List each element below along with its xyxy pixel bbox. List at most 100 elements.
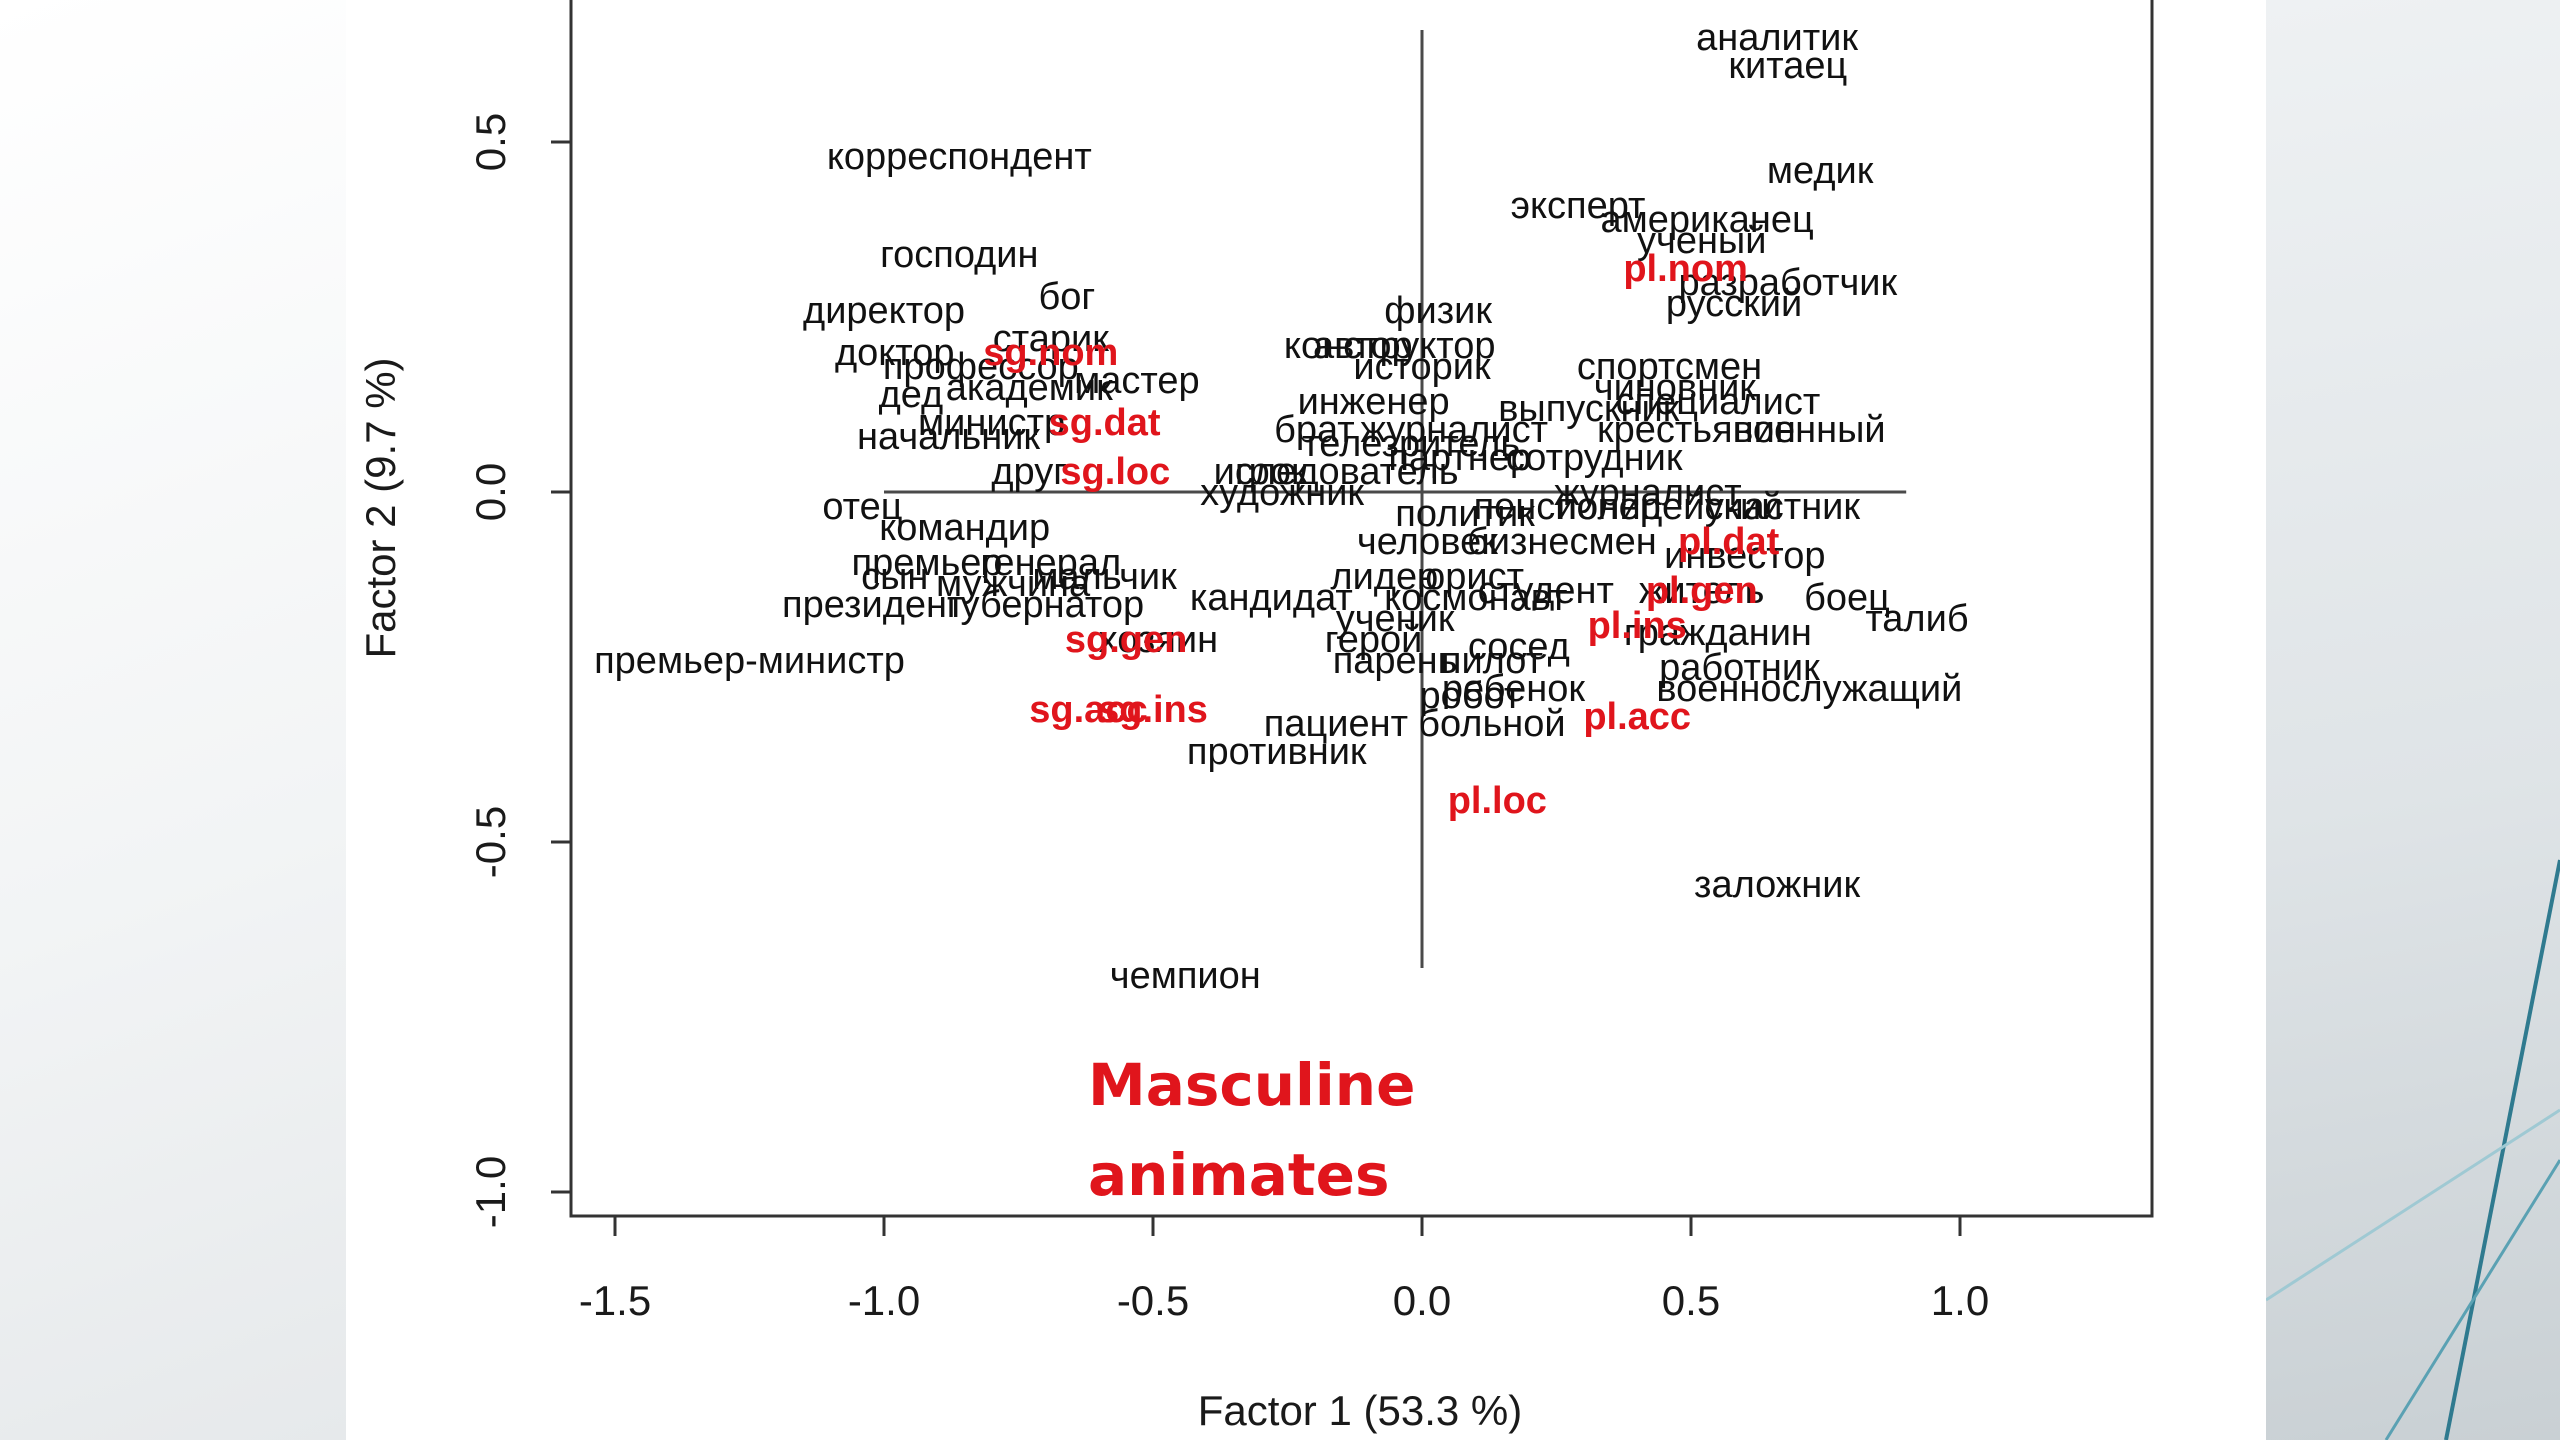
word-point-label: дед (879, 374, 944, 416)
word-point-label: историк (1353, 346, 1491, 388)
word-point-label: инженер (1298, 381, 1450, 423)
word-point-label: президент (782, 584, 964, 626)
word-point-label: автор (1313, 325, 1413, 367)
word-point-label: игрок (1214, 451, 1308, 493)
y-tick-label: -0.5 (467, 806, 514, 878)
case-point-label: pl.ins (1588, 605, 1687, 647)
x-tick-label: 1.0 (1931, 1277, 1989, 1324)
word-point-label: ученый (1637, 220, 1766, 262)
word-point-label: юрист (1417, 556, 1524, 598)
word-point-label: больной (1418, 703, 1565, 745)
word-point-label: боец (1804, 577, 1890, 619)
y-tick-label: 0.0 (467, 463, 514, 521)
case-point-label: sg.gen (1065, 619, 1187, 661)
word-point-label: разработчик (1679, 262, 1898, 304)
x-tick-label: -1.5 (579, 1277, 651, 1324)
word-point-label: генерал (980, 542, 1121, 584)
word-point-label: директор (803, 290, 965, 332)
word-point-label: спортсмен (1577, 346, 1762, 388)
word-point-label: робот (1420, 675, 1522, 717)
word-point-label: друг (991, 451, 1067, 493)
word-point-label: аналитик (1696, 17, 1858, 59)
word-point-label: академик (946, 367, 1113, 409)
word-point-label: русский (1666, 283, 1802, 325)
word-point-label: губернатор (947, 584, 1144, 626)
word-point-label: полицейский (1556, 486, 1782, 528)
word-point-label: человек (1357, 521, 1498, 563)
plot-title-line-2: animates (1088, 1141, 1389, 1209)
word-point-label: китаец (1728, 45, 1847, 87)
word-point-label: медик (1767, 150, 1874, 192)
word-point-label: брат (1274, 409, 1355, 451)
word-point-label: гражданин (1624, 612, 1812, 654)
x-tick-label: -0.5 (1117, 1277, 1189, 1324)
x-tick-label: -1.0 (848, 1277, 920, 1324)
word-point-label: следователь (1235, 451, 1459, 493)
word-point-label: противник (1187, 731, 1367, 773)
word-point-label: крестьянин (1597, 409, 1796, 451)
word-point-label: пенсионер (1474, 486, 1661, 528)
reference-lines (884, 30, 1907, 968)
word-point-label: военнослужащий (1656, 668, 1962, 710)
case-point-label: pl.loc (1448, 780, 1547, 822)
right-background-panel (2266, 0, 2560, 1440)
word-point-label: политик (1395, 493, 1535, 535)
word-point-label: господин (880, 234, 1038, 276)
left-background-panel (0, 0, 346, 1440)
word-point-label: корреспондент (827, 136, 1092, 178)
word-point-label: участник (1705, 486, 1861, 528)
word-point-label: профессор (883, 346, 1079, 388)
case-point-label: pl.acc (1583, 696, 1691, 738)
word-point-label: конструктор (1284, 325, 1496, 367)
word-point-label: специалист (1616, 381, 1821, 423)
case-point-label: pl.gen (1646, 570, 1758, 612)
word-point-label: эксперт (1511, 185, 1646, 227)
word-point-label: сотрудник (1506, 437, 1683, 479)
decorative-lines (2266, 859, 2560, 1440)
case-point-label: sg.nom (983, 332, 1118, 374)
word-point-label: чемпион (1110, 955, 1261, 997)
word-point-label: работник (1659, 647, 1820, 689)
plot-title-line-1: Masculine (1088, 1051, 1415, 1119)
word-point-label: физик (1384, 290, 1492, 332)
word-point-label: пилот (1441, 640, 1543, 682)
word-point-label: ученик (1336, 598, 1455, 640)
case-point-label: sg.acc (1029, 689, 1147, 731)
word-point-label: старик (993, 318, 1109, 360)
word-point-label: военный (1733, 409, 1886, 451)
word-point-label: сосед (1468, 626, 1570, 668)
y-axis-title: Factor 2 (9.7 %) (357, 357, 404, 658)
word-point-label: инвестор (1664, 535, 1825, 577)
word-point-label: герой (1325, 619, 1423, 661)
word-point-label: американец (1601, 199, 1814, 241)
word-point-label: бог (1039, 276, 1096, 318)
word-point-label: мальчик (1032, 556, 1177, 598)
word-point-label: командир (879, 507, 1050, 549)
word-point-label: художник (1200, 472, 1364, 514)
case-point-label: sg.dat (1049, 402, 1161, 444)
x-tick-label: 0.0 (1393, 1277, 1451, 1324)
x-axis: -1.5 -1.0 -0.5 0.0 0.5 1.0 (579, 1214, 1989, 1324)
word-point-label: заложник (1694, 864, 1860, 906)
word-point-label: выпускник (1498, 388, 1679, 430)
word-point-label: журналист (1554, 472, 1741, 514)
case-point-label: pl.nom (1623, 248, 1748, 290)
case-point-label: sg.loc (1060, 451, 1170, 493)
word-point-label: доктор (835, 332, 955, 374)
word-point-label: мужчина (936, 563, 1091, 605)
word-point-label: журналист (1361, 409, 1548, 451)
word-point-label: житель (1639, 570, 1764, 612)
word-point-label: мастер (1074, 360, 1200, 402)
x-axis-title: Factor 1 (53.3 %) (1198, 1387, 1522, 1434)
word-point-label: начальник (857, 416, 1040, 458)
x-tick-label: 0.5 (1662, 1277, 1720, 1324)
word-point-label: парень (1333, 640, 1458, 682)
word-point-label: сын (861, 556, 928, 598)
word-point-label: талиб (1865, 598, 1968, 640)
word-point-label: лидер (1330, 556, 1438, 598)
word-point-label: телезритель (1302, 423, 1520, 465)
word-point-label: кандидат (1190, 577, 1353, 619)
word-point-label: чиновник (1594, 367, 1757, 409)
word-point-label: партнер (1388, 437, 1531, 479)
